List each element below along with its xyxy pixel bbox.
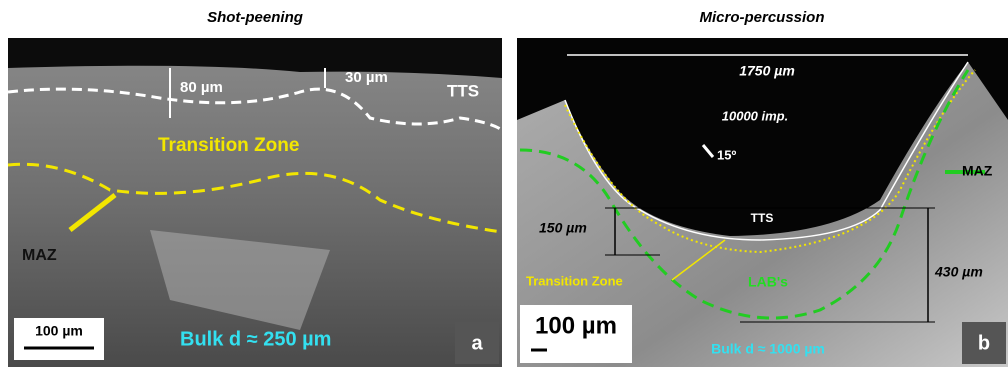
panel-b: 1750 µm 10000 imp. 15º MAZ TTS 150 µm 43… — [517, 38, 1008, 367]
label: 430 µm — [934, 264, 983, 280]
scale-label: 100 µm — [35, 323, 83, 339]
label: Transition Zone — [158, 135, 299, 156]
label: 30 µm — [345, 69, 388, 86]
panel-title: Shot-peening — [207, 9, 303, 26]
label: 15º — [717, 147, 736, 162]
panel-a: 80 µm 30 µm TTS Transition Zone MAZ 100 … — [8, 38, 502, 367]
label: MAZ — [22, 247, 57, 264]
label: TTS — [751, 211, 774, 225]
label: MAZ — [962, 163, 993, 179]
figure: Shot-peening Micro-percussion 80 µm 30 µ… — [0, 0, 1008, 367]
label: 80 µm — [180, 79, 223, 96]
scale-label: 100 µm — [535, 312, 617, 339]
label: Bulk d ≈ 1000 µm — [711, 341, 825, 357]
label: 10000 imp. — [722, 108, 789, 123]
label: TTS — [447, 81, 479, 100]
label: Transition Zone — [526, 273, 623, 288]
panel-title: Micro-percussion — [699, 9, 824, 26]
label: 150 µm — [539, 220, 587, 236]
panel-letter: a — [471, 332, 483, 354]
panel-letter: b — [978, 332, 990, 354]
label: Bulk d ≈ 250 µm — [180, 328, 331, 350]
label: 1750 µm — [739, 63, 795, 79]
label: LAB's — [748, 274, 788, 290]
